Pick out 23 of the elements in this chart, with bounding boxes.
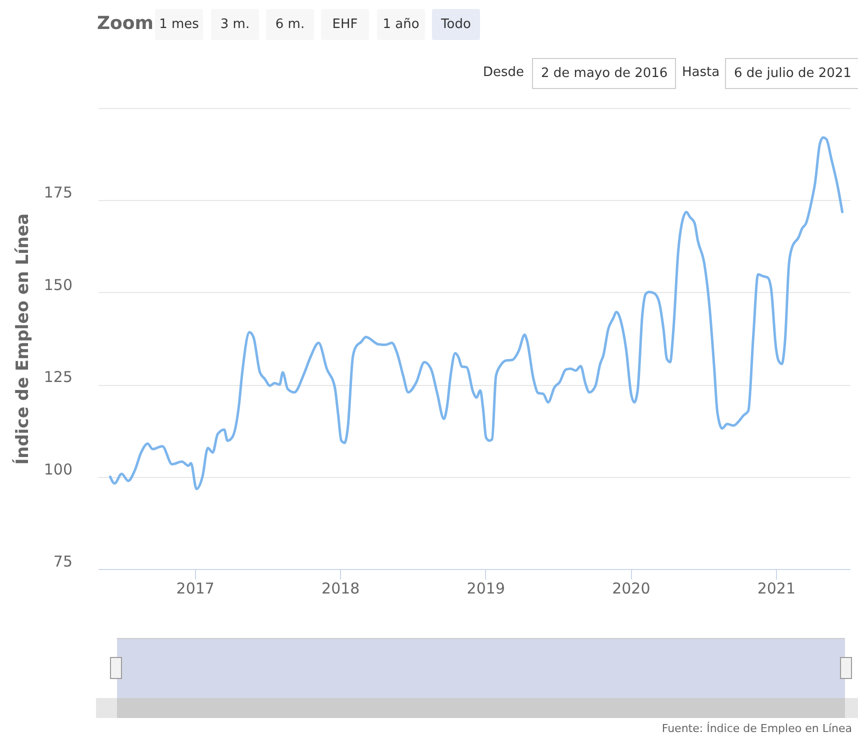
text: 2 de mayo de 2016	[532, 58, 676, 89]
y-tick-label: 125	[44, 368, 72, 386]
x-tick-label: 2017	[176, 580, 214, 598]
source-note: Fuente: Índice de Empleo en Línea	[662, 722, 852, 735]
text: EHF	[321, 9, 369, 40]
text: 6 de julio de 2021	[725, 58, 858, 89]
text: Zoom	[97, 13, 154, 34]
text: Hasta	[682, 65, 720, 80]
text: 3 m.	[211, 9, 259, 40]
x-tick-label: 2020	[612, 580, 650, 598]
text: 6 m.	[266, 9, 314, 40]
text: 1 mes	[155, 9, 203, 40]
x-tick-label: 2018	[322, 580, 360, 598]
y-tick-label: 100	[44, 460, 72, 478]
text: Desde	[483, 65, 524, 80]
text: 1 año	[377, 9, 425, 40]
y-axis-title: Índice de Empleo en Línea	[12, 213, 33, 465]
y-tick-label: 75	[53, 552, 72, 570]
y-tick-label: 150	[44, 276, 72, 294]
x-tick-label: 2021	[757, 580, 796, 598]
text: Todo	[432, 9, 480, 40]
y-tick-label: 175	[44, 184, 72, 202]
x-tick-label: 2019	[466, 580, 505, 598]
